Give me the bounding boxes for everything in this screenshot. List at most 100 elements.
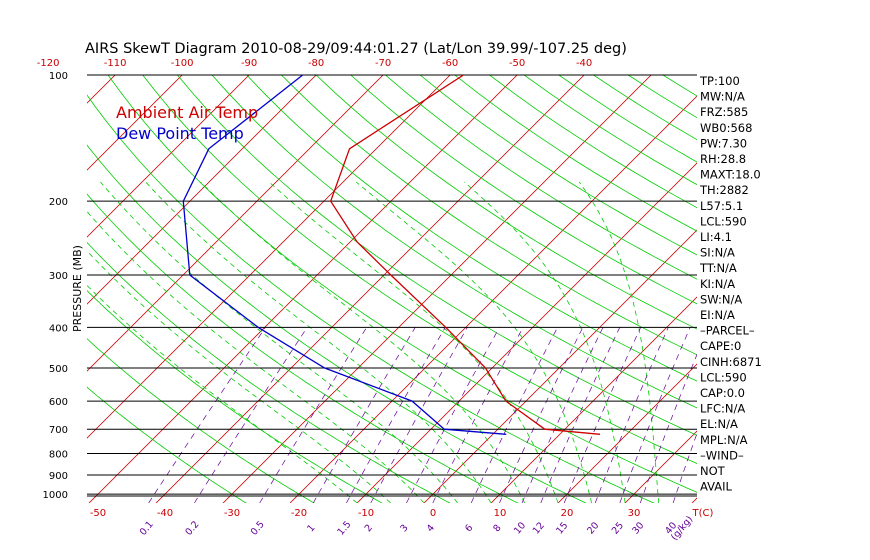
stability-index-label: SI:N/A (700, 246, 735, 260)
dry-adiabat-line (384, 75, 697, 280)
bottom-temp-tick-label: T(C) (692, 508, 714, 519)
mixing-ratio-tick-label: 3 (398, 523, 410, 535)
dry-adiabat-line (87, 94, 655, 503)
isotherm-line (87, 75, 116, 104)
dry-adiabat-line (87, 193, 519, 503)
isotherm-line (87, 75, 183, 171)
pressure-tick-label: 600 (49, 397, 68, 408)
top-temp-tick-label: -110 (104, 58, 127, 69)
moist-adiabat-line (145, 181, 492, 503)
mixing-ratio-line (594, 327, 669, 503)
pressure-tick-label: 800 (49, 450, 68, 461)
top-temp-tick-label: -50 (509, 58, 525, 69)
legend-dewpoint-label: Dew Point Temp (116, 124, 244, 143)
stability-index-label: –PARCEL– (700, 324, 755, 338)
y-axis-label: PRESSURE (MB) (71, 245, 84, 332)
dry-adiabat-line (419, 75, 697, 256)
bottom-temp-tick-label: 20 (561, 508, 574, 519)
dry-adiabat-line (454, 75, 697, 232)
legend-ambient-label: Ambient Air Temp (116, 103, 258, 122)
chart-title: AIRS SkewT Diagram 2010-08-29/09:44:01.2… (85, 41, 627, 57)
mixing-ratio-tick-label: 12 (531, 520, 547, 536)
pressure-tick-label: 900 (49, 471, 68, 482)
mixing-ratio-tick-label: 20 (585, 520, 601, 536)
stability-index-label: L57:5.1 (700, 199, 743, 213)
mixing-ratio-tick-label: 1 (305, 523, 317, 535)
data-series (182, 75, 601, 435)
mixing-ratio-tick-label: 25 (610, 520, 626, 536)
mixing-ratio-tick-label: 30 (630, 520, 646, 536)
top-temp-tick-label: -100 (171, 58, 194, 69)
dry-adiabat-line (107, 75, 697, 493)
moist-adiabat-line (355, 181, 592, 503)
isotherm-line (222, 75, 652, 503)
mixing-ratio-tick-label: 0.1 (138, 519, 156, 538)
isobar-lines (87, 74, 697, 497)
isotherm-line (87, 75, 250, 238)
stability-index-label: TT:N/A (699, 261, 737, 275)
stability-index-label: MPL:N/A (700, 433, 748, 447)
mixing-ratio-tick-label: 0.2 (183, 519, 201, 538)
dry-adiabat-line (87, 241, 451, 503)
stability-index-label: –WIND– (700, 448, 744, 462)
stability-index-label: LFC:N/A (700, 402, 745, 416)
mixing-ratio-line (470, 327, 558, 503)
stability-index-label: SW:N/A (700, 292, 742, 306)
top-temp-tick-label: -80 (308, 58, 324, 69)
isotherm-line (289, 95, 697, 503)
pressure-tick-label: 700 (49, 425, 68, 436)
mixing-ratio-line (194, 327, 308, 503)
mixing-ratio-tick-label: 1.5 (335, 519, 353, 538)
bottom-temp-tick-label: -20 (291, 508, 307, 519)
mixing-ratio-line (259, 327, 367, 503)
moist-adiabat-line (87, 250, 391, 503)
isotherm-line (818, 56, 870, 512)
stability-index-label: AVAIL (700, 480, 733, 494)
stability-index-label: CINH:6871 (700, 355, 762, 369)
mixing-ratio-tick-label: 15 (554, 520, 570, 536)
isotherm-line (356, 162, 697, 503)
stability-index-label: KI:N/A (700, 277, 735, 291)
dry-adiabat-line (315, 75, 697, 330)
isotherm-line (751, 56, 870, 512)
mixing-ratio-tick-label: 10 (512, 520, 528, 536)
bottom-temp-tick-label: -50 (90, 508, 106, 519)
mixing-ratio-line (521, 327, 604, 503)
dewpoint-temp-line (182, 75, 507, 435)
stability-index-label: LCL:590 (700, 370, 747, 384)
mixing-ratio-line (370, 327, 468, 503)
mixing-ratio-line (312, 327, 416, 503)
top-temp-tick-label: -60 (442, 58, 458, 69)
bottom-temp-tick-label: -10 (358, 508, 374, 519)
moist-adiabat-line (268, 181, 559, 503)
mixing-ratio-tick-label: 8 (491, 523, 503, 535)
mixing-ratio-line (432, 327, 524, 503)
stability-index-label: CAP:0.0 (700, 386, 745, 400)
isotherm-line (87, 75, 451, 439)
stability-index-label: CAPE:0 (700, 339, 741, 353)
dry-adiabat-line (87, 386, 247, 503)
top-temp-tick-label: -40 (576, 58, 592, 69)
dry-adiabat-line (142, 75, 697, 464)
stability-index-label: MAXT:18.0 (700, 168, 761, 182)
mixing-ratio-line (563, 327, 642, 503)
isotherm-line (624, 430, 697, 503)
pressure-tick-label: 1000 (43, 490, 68, 501)
pressure-tick-label: 100 (49, 71, 68, 82)
mixing-ratio-line (619, 327, 691, 503)
moist-adiabat-line (578, 181, 659, 503)
moist-adiabat-line (463, 181, 626, 503)
bottom-temp-tick-label: 30 (628, 508, 641, 519)
stability-index-label: LI:4.1 (700, 230, 732, 244)
mixing-ratio-line (540, 327, 621, 503)
mixing-ratio-line (672, 432, 697, 503)
bottom-temp-tick-label: 0 (430, 508, 436, 519)
dry-adiabat-line (211, 75, 697, 409)
dry-adiabat-line (176, 75, 697, 436)
dry-adiabat-line (87, 144, 587, 503)
isotherm-line (0, 56, 67, 512)
stability-index-label: EI:N/A (700, 308, 735, 322)
stability-index-label: EL:N/A (700, 417, 738, 431)
dry-adiabat-line (488, 75, 697, 209)
